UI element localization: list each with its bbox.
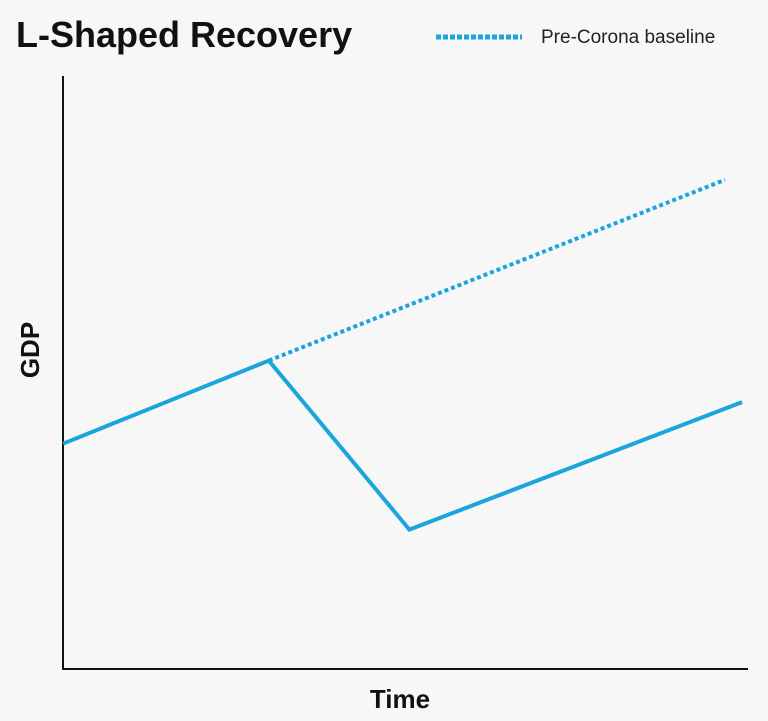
chart-title: L-Shaped Recovery	[16, 14, 352, 55]
series-layer	[62, 177, 743, 532]
x-axis-label: Time	[370, 684, 430, 714]
axes	[62, 76, 748, 670]
legend: Pre-Corona baseline	[436, 27, 715, 48]
legend-label-pre-corona-baseline: Pre-Corona baseline	[541, 27, 715, 48]
gdp-line	[62, 358, 743, 532]
pre-corona-baseline-line	[268, 177, 726, 363]
y-axis-label: GDP	[15, 322, 45, 378]
